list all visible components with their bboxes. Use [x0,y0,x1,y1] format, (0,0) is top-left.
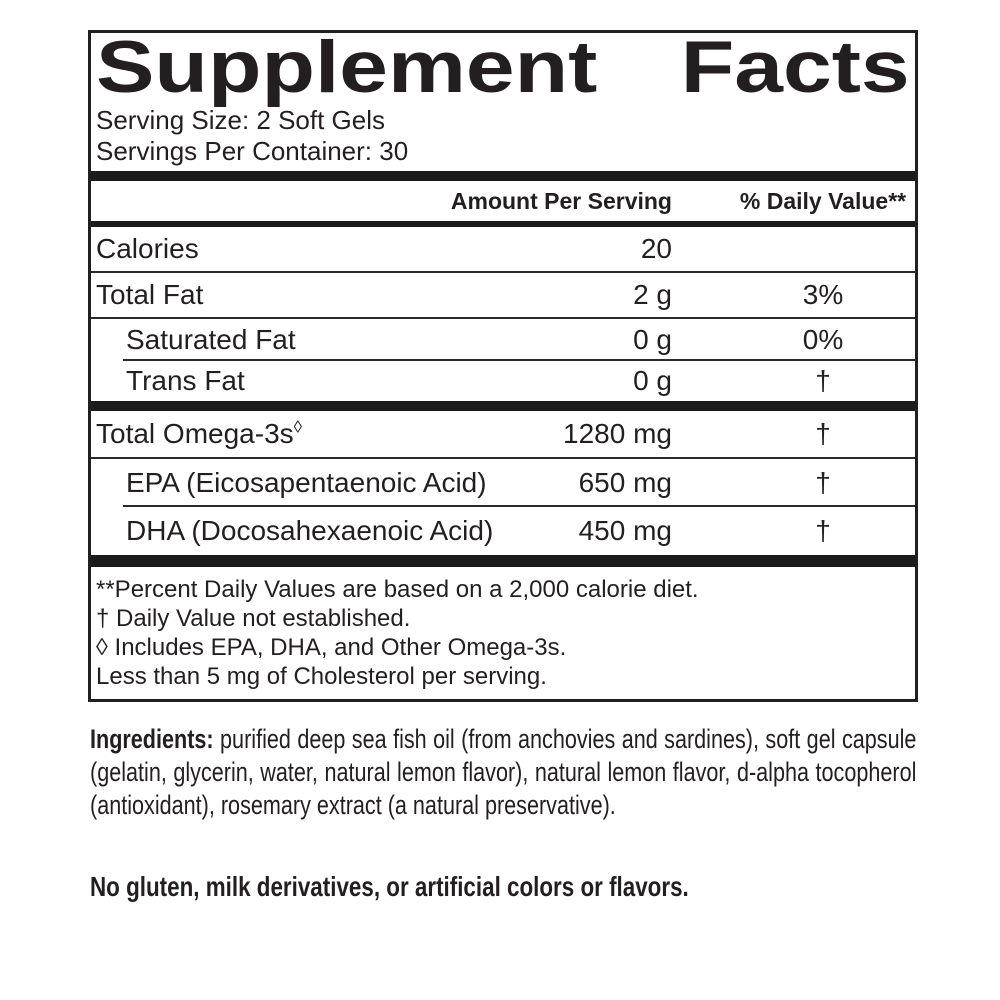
header-amount-per-serving: Amount Per Serving [450,187,672,214]
nutrient-amount: 450 mg [578,515,672,546]
nutrient-daily-value: † [815,515,831,546]
nutrient-daily-value: † [815,418,831,449]
nutrient-name: Total Omega-3s◊ [96,417,303,449]
nutrient-amount: 2 g [633,279,672,310]
nutrient-daily-value: † [815,365,831,396]
nutrient-amount: 0 g [633,365,672,396]
footnote-cholesterol: Less than 5 mg of Cholesterol per servin… [96,663,547,690]
ingredients-label: Ingredients: [90,724,214,754]
nutrient-name: Calories [96,233,199,264]
nutrient-name: DHA (Docosahexaenoic Acid) [126,515,494,546]
nutrient-amount: 20 [640,233,672,264]
supplement-facts-panel: Supplement Facts Serving Size: 2 Soft Ge… [88,30,918,702]
footnote-daily-values: **Percent Daily Values are based on a 2,… [96,576,699,603]
nutrient-name: EPA (Eicosapentaenoic Acid) [126,467,487,498]
divider-thick-top [91,171,915,181]
ingredients-paragraph: Ingredients: purified deep sea fish oil … [90,723,916,822]
nutrient-amount: 1280 mg [563,418,672,449]
serving-size: Serving Size: 2 Soft Gels [96,105,386,135]
footnote-lozenge: ◊ Includes EPA, DHA, and Other Omega-3s. [96,634,567,661]
footnote-dagger: † Daily Value not established. [96,605,411,632]
serving-info: Serving Size: 2 Soft Gels Servings Per C… [91,105,915,167]
table-row-epa: EPA (Eicosapentaenoic Acid) 650 mg † [91,459,915,507]
table-row-trans-fat: Trans Fat 0 g † [91,361,915,401]
divider-thick-middle [91,401,915,411]
nutrient-daily-value: 3% [802,279,844,310]
nutrient-amount: 0 g [633,324,672,355]
servings-per-container: Servings Per Container: 30 [96,136,409,166]
ingredients-text: purified deep sea fish oil (from anchovi… [90,724,917,820]
panel-title-word-2: Facts [680,27,910,108]
nutrient-name: Saturated Fat [126,324,296,355]
panel-title-word-1: Supplement [96,27,598,108]
allergen-statement: No gluten, milk derivatives, or artifici… [90,871,689,902]
footnotes: **Percent Daily Values are based on a 2,… [91,567,915,699]
nutrient-daily-value: † [815,467,831,498]
panel-title: Supplement Facts [91,27,915,108]
table-header: Amount Per Serving % Daily Value** [91,181,915,227]
nutrient-daily-value: 0% [802,324,844,355]
nutrient-name: Total Fat [96,279,204,310]
header-daily-value: % Daily Value** [739,187,907,214]
nutrient-name: Trans Fat [126,365,245,396]
nutrient-amount: 650 mg [578,467,672,498]
table-row-saturated-fat: Saturated Fat 0 g 0% [91,319,915,361]
divider-thick-bottom [91,555,915,567]
table-row-total-omega-3s: Total Omega-3s◊ 1280 mg † [91,411,915,459]
table-row-dha: DHA (Docosahexaenoic Acid) 450 mg † [91,507,915,555]
table-row-calories: Calories 20 [91,227,915,273]
table-row-total-fat: Total Fat 2 g 3% [91,273,915,319]
lozenge-symbol: ◊ [293,417,303,437]
